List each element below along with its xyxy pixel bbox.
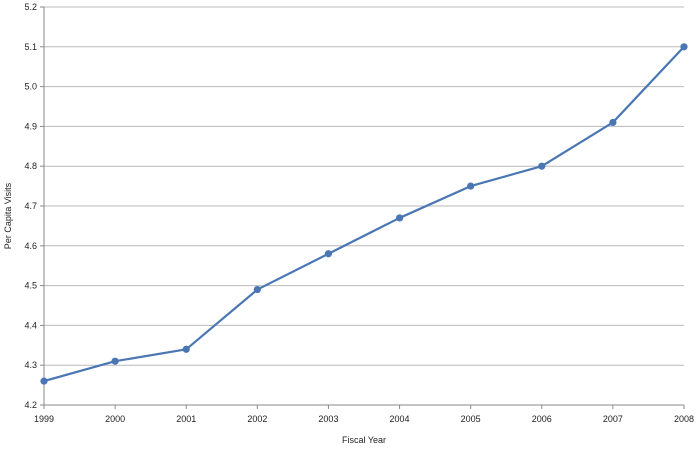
x-tick-label: 2007 bbox=[603, 414, 623, 424]
y-tick-label: 4.5 bbox=[24, 281, 37, 291]
x-tick-label: 2001 bbox=[176, 414, 196, 424]
x-tick-label: 2003 bbox=[318, 414, 338, 424]
data-point bbox=[467, 182, 475, 190]
data-point bbox=[538, 162, 546, 170]
y-tick-label: 4.4 bbox=[24, 320, 37, 330]
x-tick-label: 2005 bbox=[461, 414, 481, 424]
data-point bbox=[324, 250, 333, 258]
x-tick-label: 2008 bbox=[674, 414, 694, 424]
y-axis-title: Per Capita Visits bbox=[3, 182, 13, 249]
x-axis-ticks: 1999 2000 2001 2002 2003 2004 2005 2006 2007 2008 bbox=[34, 405, 694, 424]
data-point bbox=[111, 357, 119, 365]
data-point bbox=[253, 285, 261, 294]
data-point bbox=[40, 377, 48, 385]
data-point bbox=[182, 345, 190, 353]
series-group bbox=[40, 43, 688, 385]
series-line bbox=[43, 46, 685, 383]
y-tick-label: 5.1 bbox=[24, 42, 37, 52]
x-tick-label: 1999 bbox=[34, 414, 54, 424]
data-point bbox=[680, 43, 688, 51]
x-axis-title: Fiscal Year bbox=[342, 435, 386, 445]
y-tick-label: 4.8 bbox=[24, 161, 37, 171]
y-axis-ticks: 4.2 4.3 4.4 4.5 4.6 4.7 4.8 4.9 5.0 5.1 5.2 bbox=[24, 2, 44, 410]
y-tick-label: 4.7 bbox=[24, 201, 37, 211]
gridlines bbox=[44, 6, 684, 366]
y-tick-label: 4.2 bbox=[24, 400, 37, 410]
data-point bbox=[395, 214, 404, 222]
y-tick-label: 4.3 bbox=[24, 360, 37, 370]
x-tick-label: 2002 bbox=[247, 414, 267, 424]
y-tick-label: 4.9 bbox=[24, 121, 37, 131]
y-tick-label: 4.6 bbox=[24, 241, 37, 251]
x-tick-label: 2000 bbox=[105, 414, 125, 424]
x-tick-label: 2004 bbox=[390, 414, 410, 424]
x-tick-label: 2006 bbox=[532, 414, 552, 424]
data-point bbox=[609, 118, 617, 127]
y-tick-label: 5.0 bbox=[24, 82, 37, 92]
y-tick-label: 5.2 bbox=[24, 2, 37, 12]
